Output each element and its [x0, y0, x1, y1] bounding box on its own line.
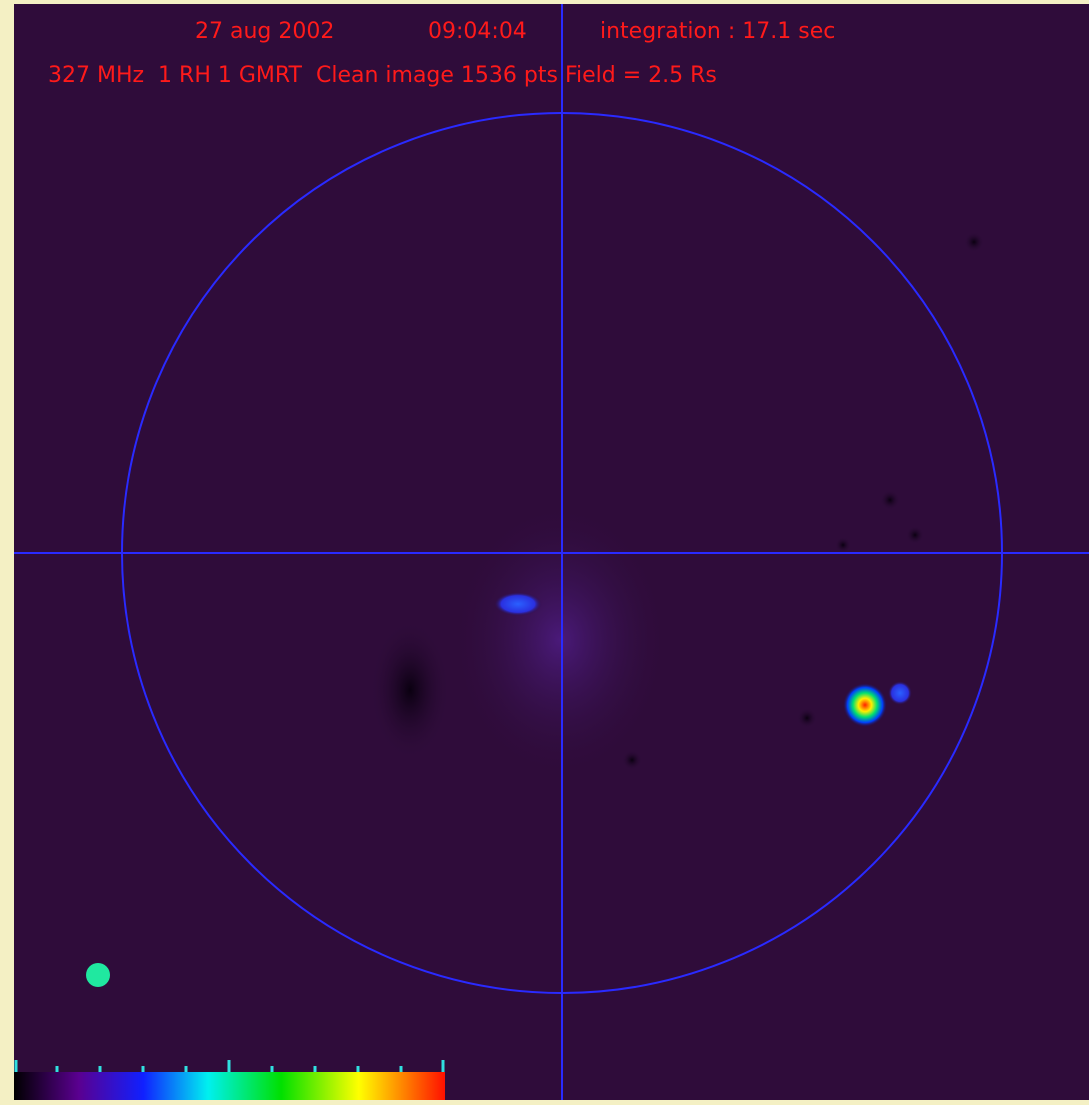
dark-spot [797, 708, 817, 728]
dark-spot [906, 526, 924, 544]
integration: integration : 17.1 sec [600, 19, 835, 44]
dark-spot [835, 537, 851, 553]
observation-info: 327 MHz 1 RH 1 GMRT Clean image 1536 pts… [48, 63, 717, 88]
beam [86, 963, 110, 987]
time: 09:04:04 [428, 19, 527, 44]
source [888, 681, 912, 705]
dark-spot [880, 490, 900, 510]
dark-spot [964, 232, 984, 252]
dark-spot [622, 750, 642, 770]
colorbar-ticks [14, 1060, 445, 1072]
emission-region [450, 500, 670, 780]
source [843, 683, 887, 727]
dark-region [370, 620, 450, 760]
source [494, 592, 542, 616]
colorbar [14, 1072, 445, 1100]
date: 27 aug 2002 [195, 19, 334, 44]
